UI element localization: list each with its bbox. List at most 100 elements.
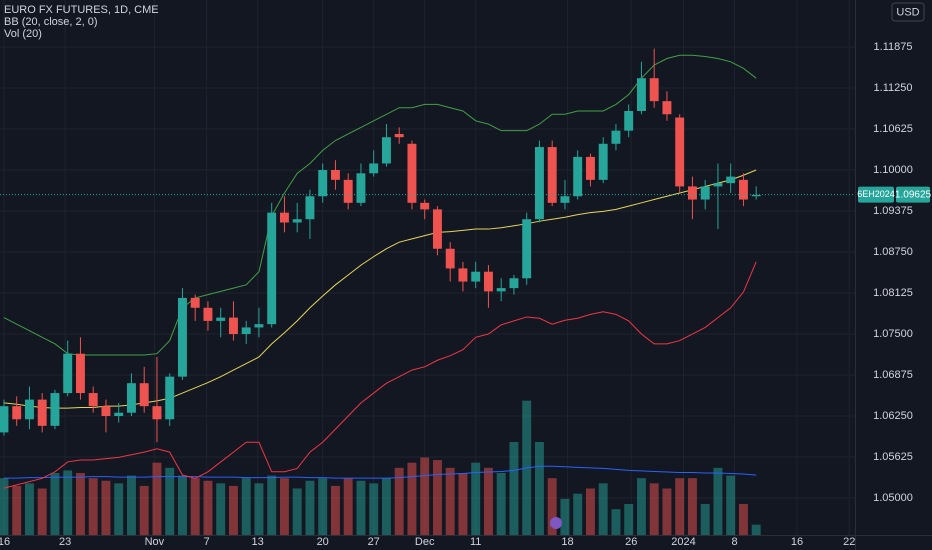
candle-body bbox=[547, 147, 557, 203]
candle-body bbox=[598, 143, 608, 180]
symbol-tag bbox=[858, 186, 894, 203]
volume-bar bbox=[598, 483, 608, 535]
x-tick-label: Nov bbox=[145, 536, 165, 548]
symbol-label: 6EH2024 bbox=[857, 189, 895, 199]
volume-bar bbox=[624, 504, 634, 535]
candle-body bbox=[12, 406, 22, 420]
volume-bar bbox=[432, 460, 442, 535]
x-tick-label: 11 bbox=[470, 536, 481, 548]
volume-bar bbox=[241, 478, 251, 535]
x-tick-label: 23 bbox=[59, 536, 71, 548]
volume-bar bbox=[203, 480, 213, 535]
volume-bar bbox=[458, 473, 468, 535]
candle-body bbox=[165, 376, 175, 420]
volume-bar bbox=[63, 470, 73, 535]
candle-body bbox=[662, 101, 672, 115]
y-tick-label: 1.06250 bbox=[873, 410, 913, 422]
volume-bar bbox=[88, 478, 98, 535]
y-tick-label: 1.10000 bbox=[873, 164, 913, 176]
volume-bar bbox=[165, 467, 175, 535]
volume-bar bbox=[305, 480, 315, 535]
y-tick-label: 1.10625 bbox=[873, 123, 913, 135]
volume-bar bbox=[101, 480, 111, 535]
candle-body bbox=[241, 327, 251, 335]
candle-body bbox=[624, 110, 634, 131]
volume-bar bbox=[573, 493, 583, 535]
x-tick-label: Dec bbox=[415, 536, 435, 548]
volume-bar bbox=[751, 524, 761, 535]
candle-body bbox=[611, 130, 621, 144]
plot bbox=[0, 48, 855, 535]
candle-body bbox=[445, 248, 455, 269]
candle-body bbox=[751, 194, 761, 197]
candle-body bbox=[509, 278, 519, 289]
volume-bar bbox=[611, 509, 621, 535]
volume-bar bbox=[75, 473, 85, 535]
x-tick-label: 16 bbox=[0, 536, 10, 548]
candle-body bbox=[203, 307, 213, 321]
volume-bar bbox=[445, 467, 455, 535]
volume-bar bbox=[394, 467, 404, 535]
x-tick-label: 16 bbox=[791, 536, 803, 548]
candle-body bbox=[356, 173, 366, 203]
candle-body bbox=[407, 143, 417, 203]
candle-body bbox=[381, 137, 391, 164]
volume-bar bbox=[190, 478, 200, 535]
volume-bar bbox=[662, 488, 672, 535]
volume-bar bbox=[726, 475, 736, 535]
y-tick-label: 1.07500 bbox=[873, 328, 913, 340]
x-tick-label: 13 bbox=[252, 536, 264, 548]
volume-bar bbox=[139, 485, 149, 535]
y-tick-label: 1.09375 bbox=[873, 205, 913, 217]
candle-body bbox=[394, 133, 404, 138]
x-tick-label: 8 bbox=[731, 536, 737, 548]
x-tick-label: 18 bbox=[561, 536, 573, 548]
volume-bar bbox=[483, 467, 493, 535]
volume-bar bbox=[152, 462, 162, 535]
volume-bar bbox=[177, 475, 187, 535]
x-tick-label: 20 bbox=[317, 536, 329, 548]
candle-body bbox=[75, 353, 85, 394]
volume-bar bbox=[534, 442, 544, 535]
candle-body bbox=[726, 176, 736, 184]
x-tick-label: 27 bbox=[368, 536, 380, 548]
event-icon[interactable] bbox=[550, 517, 562, 529]
candle-body bbox=[687, 186, 697, 200]
x-tick-label: 2024 bbox=[671, 536, 695, 548]
candle-body bbox=[369, 163, 379, 174]
volume-bar bbox=[37, 488, 47, 535]
volume-bar bbox=[509, 442, 519, 535]
candle-body bbox=[420, 202, 430, 210]
volume-bar bbox=[50, 473, 60, 535]
candle-body bbox=[101, 406, 111, 417]
candle-body bbox=[471, 271, 481, 282]
volume-bar bbox=[228, 485, 238, 535]
currency-button[interactable] bbox=[891, 2, 925, 22]
volume-bar bbox=[407, 462, 417, 535]
volume-bar bbox=[356, 480, 366, 535]
candle-body bbox=[228, 317, 238, 335]
candle-body bbox=[700, 186, 710, 200]
candle-body bbox=[50, 393, 60, 426]
candle-body bbox=[216, 317, 226, 321]
candle-body bbox=[63, 353, 73, 394]
candle-body bbox=[305, 196, 315, 220]
volume-bar bbox=[700, 504, 710, 535]
candle-body bbox=[114, 412, 124, 417]
candle-body bbox=[560, 196, 570, 203]
bb-lower-line bbox=[3, 261, 757, 489]
y-tick-label: 1.08750 bbox=[873, 246, 913, 258]
currency-label[interactable]: USD bbox=[896, 6, 919, 18]
candle-body bbox=[585, 156, 595, 180]
y-tick-label: 1.11875 bbox=[874, 41, 913, 53]
volume-bar bbox=[687, 478, 697, 535]
volume-bar bbox=[12, 485, 22, 535]
y-tick-label: 1.08125 bbox=[873, 287, 913, 299]
volume-bar bbox=[420, 457, 430, 535]
volume-bar bbox=[713, 467, 723, 535]
candle-body bbox=[522, 219, 532, 279]
candle-body bbox=[675, 117, 685, 187]
candle-body bbox=[432, 209, 442, 249]
